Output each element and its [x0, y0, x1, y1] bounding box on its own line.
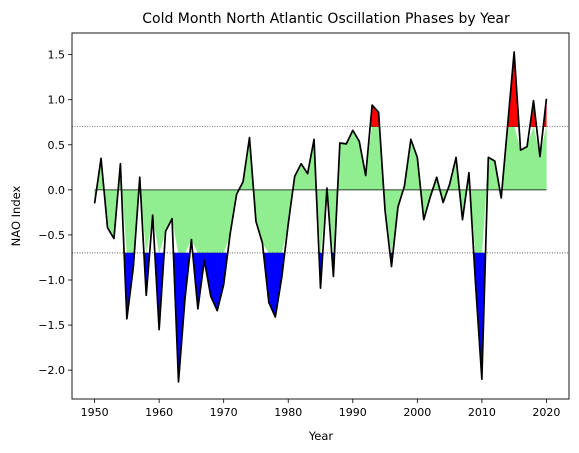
y-tick-label: −1.5: [38, 319, 65, 332]
neutral-fill-segment: [475, 189, 483, 254]
x-axis-ticks: 1950 1960 1970 1980 1990 2000 2010 2020: [81, 399, 560, 419]
neutral-fill-segment: [107, 189, 115, 240]
x-tick-label: 1950: [81, 406, 109, 419]
neutral-fill-segment: [539, 126, 547, 191]
neutral-fill-segment: [533, 126, 541, 191]
y-tick-label: −2.0: [38, 364, 65, 377]
x-tick-label: 2020: [532, 406, 560, 419]
neutral-fill-segment: [210, 189, 218, 254]
x-tick-label: 1960: [145, 406, 173, 419]
neutral-fill-segment: [204, 189, 211, 254]
neutral-fill-segment: [268, 189, 276, 254]
neutral-fill-segment: [507, 126, 515, 191]
neutral-fill-segment: [520, 146, 528, 191]
neutral-fill-segment: [294, 163, 302, 191]
x-axis-label: Year: [308, 429, 334, 443]
x-tick-label: 2010: [468, 406, 496, 419]
neutral-fill-segment: [371, 126, 379, 191]
neutral-fill-segment: [281, 189, 289, 254]
neutral-fill-segment: [217, 189, 224, 254]
neutral-fill-segment: [126, 189, 134, 254]
x-tick-label: 1970: [210, 406, 238, 419]
plot-frame: [71, 32, 570, 400]
y-tick-label: 0.5: [48, 139, 66, 152]
negative-phase-fill: [268, 252, 276, 318]
neutral-fill-segment: [197, 189, 205, 254]
y-tick-label: −0.5: [38, 229, 65, 242]
y-tick-label: 1.0: [48, 94, 66, 107]
y-axis-label: NAO Index: [9, 185, 23, 246]
x-tick-label: 1980: [274, 406, 302, 419]
y-tick-label: 1.5: [48, 49, 66, 62]
neutral-fill-segment: [275, 189, 282, 254]
nao-series: [93, 51, 548, 383]
neutral-fill-segment: [488, 157, 495, 191]
neutral-fill-segment: [262, 189, 270, 254]
x-tick-label: 2000: [403, 406, 431, 419]
neutral-fill-segment: [178, 189, 186, 254]
y-tick-label: 0.0: [48, 184, 66, 197]
x-tick-label: 1990: [339, 406, 367, 419]
y-axis-ticks: −2.0 −1.5 −1.0 −0.5 0.0 0.5 1.0 1.5: [38, 49, 72, 377]
negative-phase-fill: [217, 252, 224, 311]
chart-title: Cold Month North Atlantic Oscillation Ph…: [142, 11, 510, 27]
neutral-fill-segment: [346, 130, 353, 191]
neutral-fill-segment: [339, 142, 347, 191]
y-tick-label: −1.0: [38, 274, 65, 287]
